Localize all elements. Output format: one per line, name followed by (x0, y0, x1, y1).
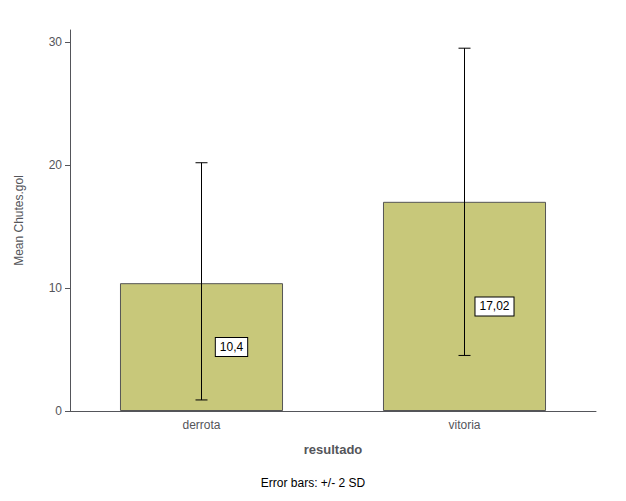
svg-text:vitoria: vitoria (448, 418, 480, 432)
svg-text:20: 20 (49, 158, 63, 172)
svg-text:0: 0 (55, 404, 62, 418)
svg-text:17,02: 17,02 (479, 299, 509, 313)
svg-text:resultado: resultado (304, 442, 363, 457)
svg-text:30: 30 (49, 35, 63, 49)
svg-text:10: 10 (49, 281, 63, 295)
svg-text:derrota: derrota (182, 418, 220, 432)
svg-text:10,4: 10,4 (220, 340, 244, 354)
svg-text:Error bars: +/- 2 SD: Error bars: +/- 2 SD (261, 476, 366, 490)
svg-text:Mean Chutes.gol: Mean Chutes.gol (12, 175, 26, 266)
